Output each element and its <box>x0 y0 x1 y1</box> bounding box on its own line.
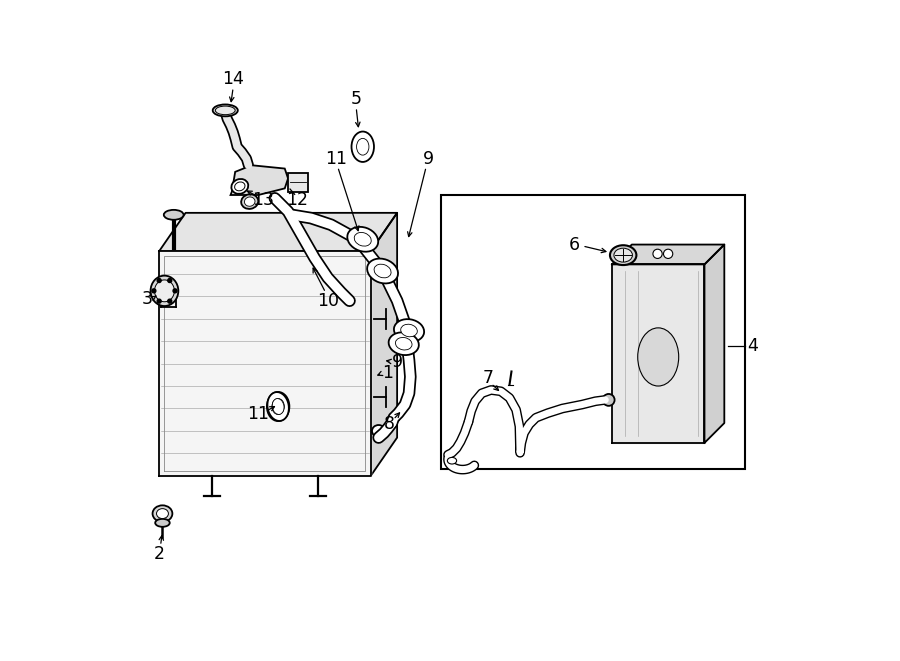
Text: 8: 8 <box>383 415 395 434</box>
Ellipse shape <box>215 106 235 115</box>
Circle shape <box>167 278 172 282</box>
Text: 12: 12 <box>285 190 308 209</box>
Ellipse shape <box>355 233 371 246</box>
Ellipse shape <box>155 519 170 527</box>
Polygon shape <box>612 245 724 264</box>
Ellipse shape <box>610 245 636 265</box>
Text: 3: 3 <box>142 290 153 308</box>
Text: 1: 1 <box>382 364 393 383</box>
Ellipse shape <box>347 227 378 252</box>
Ellipse shape <box>267 392 290 421</box>
Ellipse shape <box>272 399 284 414</box>
Text: 13: 13 <box>253 190 274 209</box>
Polygon shape <box>230 165 288 195</box>
Ellipse shape <box>374 264 392 278</box>
Polygon shape <box>612 264 705 443</box>
Circle shape <box>158 299 161 303</box>
Circle shape <box>158 278 161 282</box>
Text: 10: 10 <box>317 292 338 310</box>
Bar <box>441 195 745 469</box>
Circle shape <box>167 299 172 303</box>
Text: 5: 5 <box>351 90 362 108</box>
Text: 6: 6 <box>569 235 580 254</box>
Circle shape <box>152 289 156 293</box>
Bar <box>288 173 308 192</box>
Ellipse shape <box>603 394 615 406</box>
Circle shape <box>663 249 673 258</box>
Text: 11: 11 <box>248 405 269 424</box>
Ellipse shape <box>157 509 168 518</box>
Text: 7: 7 <box>482 369 493 387</box>
Polygon shape <box>159 213 397 251</box>
Ellipse shape <box>150 276 178 306</box>
Ellipse shape <box>212 104 238 116</box>
Ellipse shape <box>394 319 424 342</box>
Text: 9: 9 <box>392 353 402 371</box>
Circle shape <box>173 289 177 293</box>
Ellipse shape <box>153 505 173 522</box>
Ellipse shape <box>245 197 255 206</box>
Ellipse shape <box>164 210 184 219</box>
Ellipse shape <box>395 338 412 350</box>
Ellipse shape <box>231 179 248 194</box>
Ellipse shape <box>400 325 418 336</box>
Text: 14: 14 <box>222 70 244 89</box>
Ellipse shape <box>267 392 289 421</box>
Text: 9: 9 <box>423 149 435 168</box>
Ellipse shape <box>372 425 385 437</box>
Text: 11: 11 <box>325 149 347 168</box>
Ellipse shape <box>241 194 258 209</box>
Polygon shape <box>371 213 397 476</box>
Ellipse shape <box>367 258 398 284</box>
Ellipse shape <box>356 138 369 155</box>
Ellipse shape <box>352 132 374 162</box>
Circle shape <box>652 249 662 258</box>
Text: 4: 4 <box>747 336 758 355</box>
Ellipse shape <box>447 457 456 464</box>
Polygon shape <box>705 245 725 443</box>
Ellipse shape <box>155 280 175 301</box>
Polygon shape <box>159 251 371 476</box>
Text: 2: 2 <box>154 545 165 563</box>
Ellipse shape <box>389 332 419 355</box>
Ellipse shape <box>614 249 633 262</box>
Ellipse shape <box>235 182 245 191</box>
Ellipse shape <box>272 399 284 414</box>
Ellipse shape <box>638 328 679 386</box>
